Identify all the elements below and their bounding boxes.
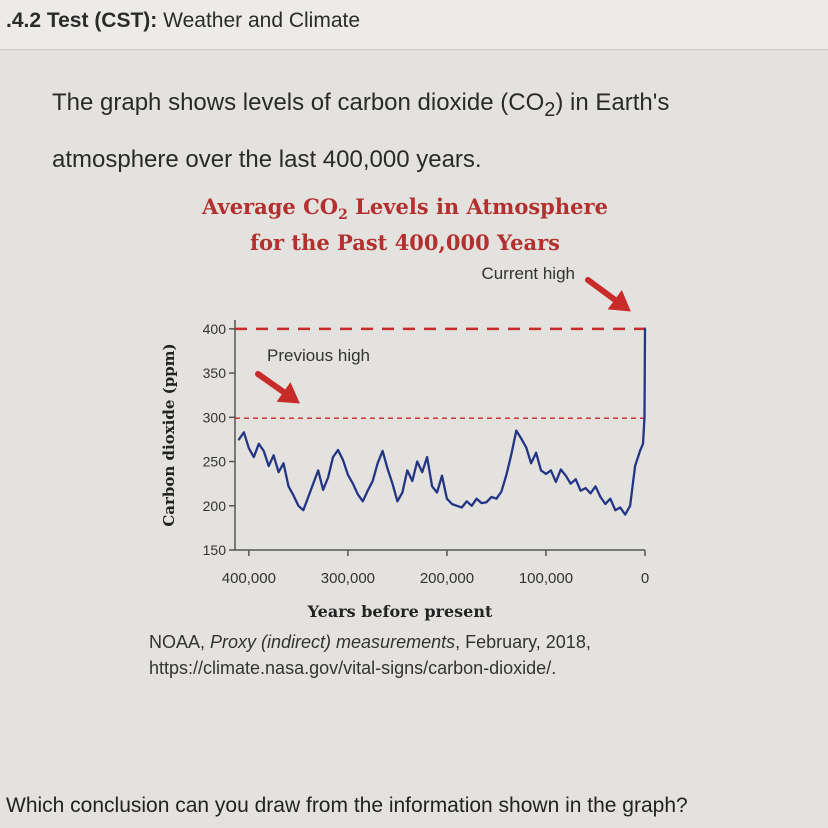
chart-title: Average CO2 Levels in Atmosphere for the… xyxy=(150,193,660,257)
question-text-1: The graph shows levels of carbon dioxide… xyxy=(52,89,545,116)
caption-rest: , February, 2018, https://climate.nasa.g… xyxy=(149,632,591,678)
co2-series-line xyxy=(237,327,647,516)
y-tick-label: 150 xyxy=(203,542,227,558)
x-axis-title: Years before present xyxy=(307,602,493,621)
caption-prefix: NOAA, xyxy=(149,632,211,652)
x-tick-label: 300,000 xyxy=(321,570,375,587)
x-tick-label: 400,000 xyxy=(222,570,276,587)
current-high-arrow-head xyxy=(607,290,631,312)
co2-subscript: 2 xyxy=(544,98,556,121)
test-header: .4.2 Test (CST): Weather and Climate xyxy=(0,0,828,50)
question-text-2: ) in Earth's atmosphere over the last 40… xyxy=(52,89,670,173)
source-caption: NOAA, Proxy (indirect) measurements, Feb… xyxy=(149,629,649,681)
y-tick-label: 300 xyxy=(203,409,227,425)
x-tick-label: 100,000 xyxy=(519,570,573,587)
y-tick-label: 250 xyxy=(203,454,227,470)
chart-title-line2: for the Past 400,000 Years xyxy=(249,230,561,256)
caption-title: Proxy (indirect) measurements xyxy=(210,632,456,652)
y-axis-title: Carbon dioxide (ppm) xyxy=(160,343,178,526)
test-title: Weather and Climate xyxy=(163,9,361,32)
x-tick-label: 0 xyxy=(641,570,649,587)
x-tick-label: 200,000 xyxy=(420,570,474,587)
current-high-label: Current high xyxy=(481,264,575,283)
chart-title-line1: Average CO2 Levels in Atmosphere xyxy=(202,194,608,224)
y-tick-label: 200 xyxy=(203,498,227,514)
followup-question: Which conclusion can you draw from the i… xyxy=(6,794,688,817)
previous-high-arrow-head xyxy=(276,382,300,404)
y-tick-label: 400 xyxy=(203,321,227,337)
previous-high-label: Previous high xyxy=(267,346,370,365)
y-tick-label: 350 xyxy=(203,365,227,381)
test-id: .4.2 Test (CST): xyxy=(6,9,158,32)
question-intro: The graph shows levels of carbon dioxide… xyxy=(52,78,792,184)
